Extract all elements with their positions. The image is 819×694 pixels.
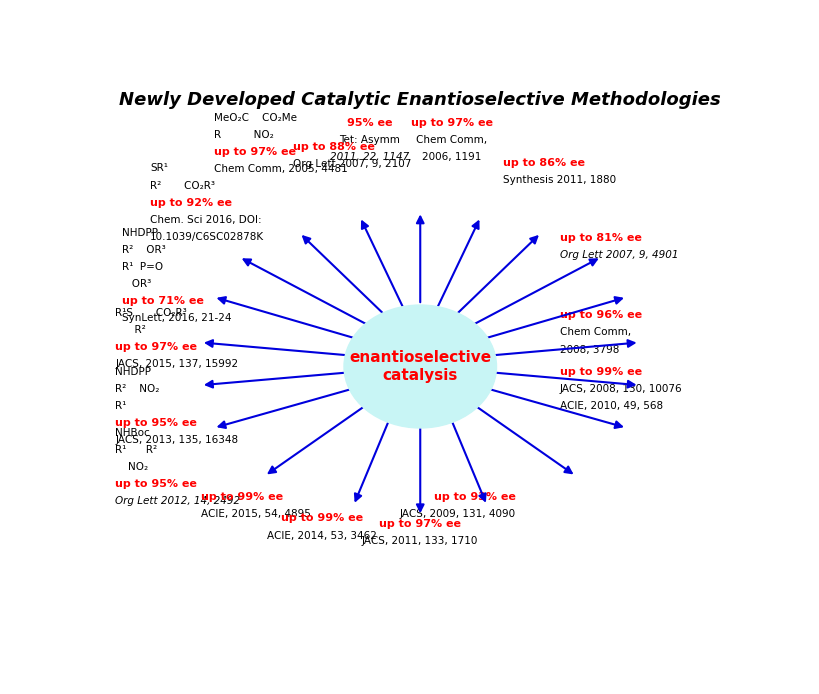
- Text: NHBoc: NHBoc: [115, 428, 150, 438]
- Text: up to 99% ee: up to 99% ee: [201, 492, 283, 502]
- Text: JACS, 2013, 135, 16348: JACS, 2013, 135, 16348: [115, 435, 238, 445]
- Text: Org Lett 2012, 14, 2492: Org Lett 2012, 14, 2492: [115, 496, 240, 507]
- Text: R¹: R¹: [115, 400, 126, 411]
- Text: R          NO₂: R NO₂: [214, 130, 273, 139]
- Text: R²    NO₂: R² NO₂: [115, 384, 160, 393]
- Text: JACS, 2015, 137, 15992: JACS, 2015, 137, 15992: [115, 359, 238, 369]
- Text: ACIE, 2010, 49, 568: ACIE, 2010, 49, 568: [559, 400, 663, 411]
- Text: up to 97% ee: up to 97% ee: [378, 519, 460, 529]
- Text: 2006, 1191: 2006, 1191: [422, 152, 481, 162]
- Text: Synthesis 2011, 1880: Synthesis 2011, 1880: [502, 175, 615, 185]
- Text: R²    OR³: R² OR³: [121, 245, 165, 255]
- Text: Chem Comm,: Chem Comm,: [416, 135, 487, 145]
- Text: up to 92% ee: up to 92% ee: [150, 198, 232, 208]
- Text: up to 97% ee: up to 97% ee: [214, 147, 296, 157]
- Text: JACS, 2008, 130, 10076: JACS, 2008, 130, 10076: [559, 384, 682, 393]
- Text: up to 99% ee: up to 99% ee: [280, 514, 362, 523]
- Text: 2008, 3798: 2008, 3798: [559, 345, 618, 355]
- Text: OR³: OR³: [121, 279, 151, 289]
- Text: up to 86% ee: up to 86% ee: [502, 158, 584, 168]
- Text: JACS, 2011, 133, 1710: JACS, 2011, 133, 1710: [362, 536, 477, 546]
- Text: 10.1039/C6SC02878K: 10.1039/C6SC02878K: [150, 232, 264, 242]
- Text: Org Lett 2007, 9, 2107: Org Lett 2007, 9, 2107: [293, 159, 411, 169]
- Ellipse shape: [344, 305, 496, 428]
- Text: NHDPP: NHDPP: [121, 228, 157, 237]
- Text: SynLett, 2016, 21-24: SynLett, 2016, 21-24: [121, 313, 231, 323]
- Text: ACIE, 2015, 54, 4895: ACIE, 2015, 54, 4895: [201, 509, 310, 519]
- Text: up to 97% ee: up to 97% ee: [410, 118, 492, 128]
- Text: Chem. Sci 2016, DOI:: Chem. Sci 2016, DOI:: [150, 214, 261, 225]
- Text: R²       CO₂R³: R² CO₂R³: [150, 180, 215, 191]
- Text: MeO₂C    CO₂Me: MeO₂C CO₂Me: [214, 112, 296, 123]
- Text: ACIE, 2014, 53, 3462: ACIE, 2014, 53, 3462: [266, 530, 376, 541]
- Text: up to 93% ee: up to 93% ee: [433, 492, 515, 502]
- Text: JACS, 2009, 131, 4090: JACS, 2009, 131, 4090: [399, 509, 515, 519]
- Text: Chem Comm, 2005, 4481: Chem Comm, 2005, 4481: [214, 164, 347, 174]
- Text: up to 95% ee: up to 95% ee: [115, 480, 197, 489]
- Text: R¹      R²: R¹ R²: [115, 445, 157, 455]
- Text: up to 95% ee: up to 95% ee: [115, 418, 197, 428]
- Text: NHDPP: NHDPP: [115, 366, 151, 377]
- Text: up to 96% ee: up to 96% ee: [559, 310, 641, 321]
- Text: R¹S       CO₂R³: R¹S CO₂R³: [115, 307, 187, 318]
- Text: enantioselective
catalysis: enantioselective catalysis: [349, 350, 491, 382]
- Text: Newly Developed Catalytic Enantioselective Methodologies: Newly Developed Catalytic Enantioselecti…: [120, 92, 720, 109]
- Text: R¹  P=O: R¹ P=O: [121, 262, 162, 272]
- Text: 2011, 22, 1147: 2011, 22, 1147: [329, 152, 409, 162]
- Text: Org Lett 2007, 9, 4901: Org Lett 2007, 9, 4901: [559, 250, 678, 260]
- Text: R²: R²: [115, 325, 146, 335]
- Text: up to 81% ee: up to 81% ee: [559, 233, 641, 243]
- Text: SR¹: SR¹: [150, 164, 168, 174]
- Text: NO₂: NO₂: [115, 462, 148, 472]
- Text: up to 99% ee: up to 99% ee: [559, 366, 641, 377]
- Text: Tet: Asymm: Tet: Asymm: [338, 135, 400, 145]
- Text: up to 71% ee: up to 71% ee: [121, 296, 203, 306]
- Text: up to 88% ee: up to 88% ee: [293, 142, 374, 152]
- Text: up to 97% ee: up to 97% ee: [115, 342, 197, 352]
- Text: Chem Comm,: Chem Comm,: [559, 328, 631, 337]
- Text: 95% ee: 95% ee: [346, 118, 391, 128]
